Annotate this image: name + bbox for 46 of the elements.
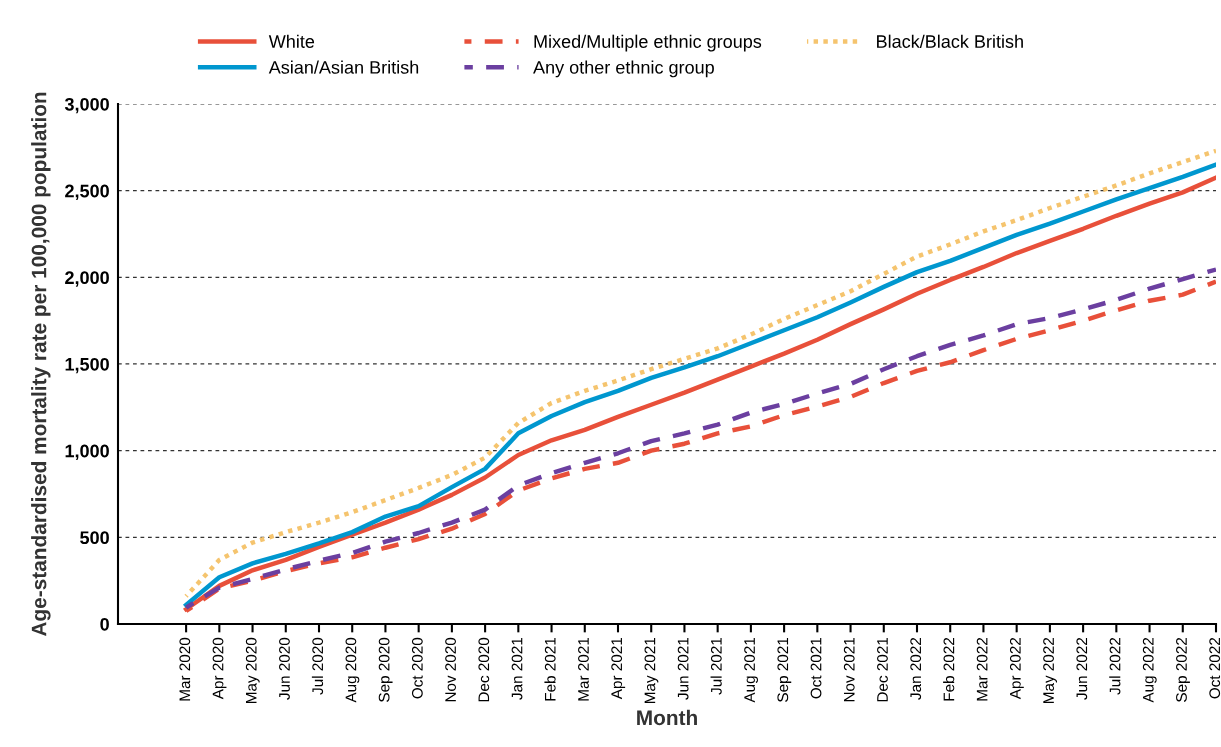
- x-tick-label: Jun 2020: [279, 637, 290, 700]
- x-tick-label: Sep 2020: [378, 637, 393, 702]
- x-tick-label: Mar 2022: [976, 637, 988, 701]
- x-tick-label: Oct 2020: [411, 637, 423, 699]
- y-tick-label: 500: [80, 531, 109, 545]
- x-tick-label: Jan 2021: [511, 637, 523, 700]
- y-tick-label: 1,500: [65, 357, 109, 374]
- legend-label: Asian/Asian British: [268, 60, 419, 74]
- x-tick-label: Apr 2020: [212, 637, 227, 700]
- x-tick-label: Aug 2021: [744, 637, 759, 703]
- y-tick-label: 0: [100, 617, 109, 631]
- x-tick-label: Jul 2021: [710, 637, 722, 695]
- x-tick-label: Jun 2021: [677, 637, 689, 700]
- x-tick-label: Sep 2021: [777, 637, 792, 702]
- x-tick-label: May 2022: [1043, 637, 1058, 704]
- x-tick-label: Apr 2022: [1009, 637, 1024, 700]
- x-axis-title: Month: [637, 709, 697, 726]
- x-tick-label: Jul 2022: [1109, 637, 1121, 695]
- x-tick-label: Nov 2021: [843, 637, 855, 702]
- x-tick-label: Apr 2021: [611, 637, 626, 700]
- legend-label: Black/Black British: [877, 34, 1023, 48]
- y-tick-label: 2,000: [65, 271, 109, 287]
- y-tick-label: 3,000: [64, 97, 109, 114]
- legend-label: White: [268, 34, 315, 48]
- legend-label: Mixed/Multiple ethnic groups: [534, 34, 762, 52]
- x-tick-label: Feb 2022: [943, 637, 955, 701]
- x-tick-label: Dec 2020: [478, 637, 490, 702]
- x-tick-label: Mar 2020: [179, 637, 191, 701]
- x-tick-label: Sep 2022: [1176, 637, 1190, 702]
- x-tick-label: Feb 2021: [544, 637, 556, 701]
- x-tick-label: Aug 2022: [1142, 637, 1157, 703]
- y-axis-title: Age-standardised mortality rate per 100,000 population: [31, 92, 51, 637]
- x-tick-label: Nov 2020: [445, 637, 456, 702]
- x-tick-label: Jun 2022: [1076, 637, 1088, 700]
- x-tick-label: May 2020: [245, 637, 260, 704]
- x-tick-label: Mar 2021: [578, 637, 589, 701]
- x-tick-label: Oct 2022: [1209, 637, 1221, 699]
- x-tick-label: May 2021: [644, 637, 659, 704]
- x-tick-label: Oct 2021: [810, 637, 822, 699]
- y-tick-label: 1,000: [65, 444, 109, 460]
- x-tick-label: Dec 2021: [877, 637, 888, 702]
- x-tick-label: Aug 2020: [345, 637, 360, 703]
- x-tick-label: Jul 2020: [311, 637, 324, 695]
- legend-label: Any other ethnic group: [533, 60, 714, 78]
- y-tick-label: 2,500: [65, 184, 109, 200]
- x-tick-label: Jan 2022: [910, 637, 922, 700]
